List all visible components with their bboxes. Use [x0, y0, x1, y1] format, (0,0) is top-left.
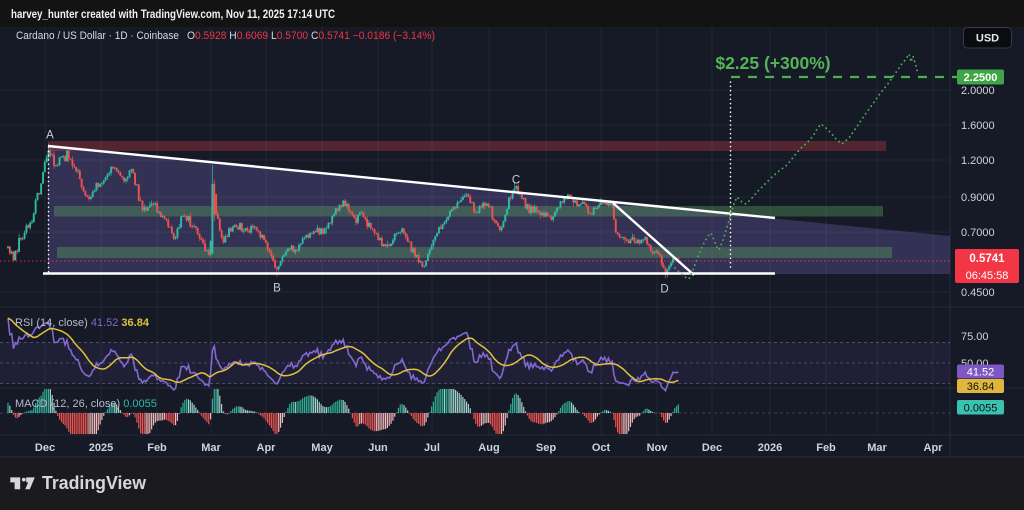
svg-text:Feb: Feb	[816, 442, 836, 454]
svg-text:Apr: Apr	[924, 442, 944, 454]
svg-text:Dec: Dec	[35, 442, 55, 454]
svg-text:harvey_hunter created with Tra: harvey_hunter created with TradingView.c…	[11, 9, 335, 21]
svg-text:41.52: 41.52	[967, 367, 995, 379]
svg-text:2026: 2026	[758, 442, 782, 454]
svg-text:RSI (14, close) 41.52 36.84: RSI (14, close) 41.52 36.84	[15, 317, 150, 329]
svg-text:MACD (12, 26, close) 0.0055: MACD (12, 26, close) 0.0055	[15, 398, 157, 410]
svg-text:Apr: Apr	[257, 442, 277, 454]
svg-text:Mar: Mar	[867, 442, 887, 454]
svg-text:O0.5928 H0.6069 L0.5700 C0.574: O0.5928 H0.6069 L0.5700 C0.5741 −0.0186 …	[187, 30, 435, 42]
svg-text:Jun: Jun	[368, 442, 388, 454]
svg-text:May: May	[311, 442, 333, 454]
svg-text:1.2000: 1.2000	[961, 155, 995, 167]
svg-text:0.9000: 0.9000	[961, 192, 995, 204]
svg-text:0.0055: 0.0055	[964, 403, 998, 415]
svg-text:Nov: Nov	[647, 442, 669, 454]
svg-text:Mar: Mar	[201, 442, 221, 454]
svg-text:TradingView: TradingView	[42, 472, 147, 493]
svg-text:2.2500: 2.2500	[964, 72, 998, 84]
svg-text:2.0000: 2.0000	[961, 85, 995, 97]
svg-text:36.84: 36.84	[967, 381, 995, 393]
svg-text:A: A	[46, 130, 54, 142]
svg-text:1.6000: 1.6000	[961, 120, 995, 132]
svg-text:USD: USD	[976, 33, 999, 45]
svg-text:B: B	[273, 283, 281, 295]
svg-text:Jul: Jul	[424, 442, 440, 454]
svg-text:Cardano / US Dollar · 1D · Coi: Cardano / US Dollar · 1D · Coinbase	[16, 30, 179, 42]
svg-text:Dec: Dec	[702, 442, 722, 454]
svg-text:2025: 2025	[89, 442, 113, 454]
svg-text:C: C	[512, 175, 520, 187]
svg-text:0.4500: 0.4500	[961, 287, 995, 299]
svg-text:75.00: 75.00	[961, 331, 989, 343]
svg-text:Feb: Feb	[147, 442, 167, 454]
svg-text:$2.25 (+300%): $2.25 (+300%)	[715, 53, 830, 73]
svg-text:0.5741: 0.5741	[969, 253, 1005, 265]
svg-text:D: D	[660, 284, 668, 296]
svg-text:Sep: Sep	[536, 442, 556, 454]
svg-text:Oct: Oct	[592, 442, 611, 454]
svg-text:06:45:58: 06:45:58	[966, 270, 1009, 282]
svg-text:0.7000: 0.7000	[961, 227, 995, 239]
svg-text:Aug: Aug	[478, 442, 499, 454]
